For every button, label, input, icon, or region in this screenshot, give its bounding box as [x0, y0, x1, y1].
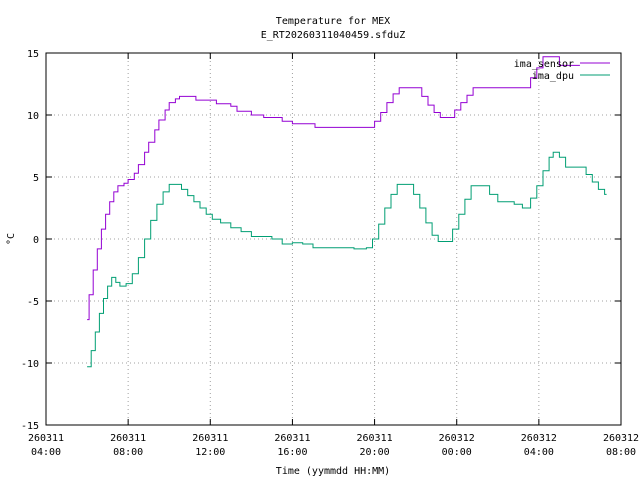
legend: ima_sensor ima_dpu [514, 59, 610, 82]
y-tick-label: 5 [33, 173, 39, 184]
x-tick-label-date: 260311 [274, 433, 310, 444]
series-line-ima-sensor [87, 56, 580, 321]
y-tick-label: 0 [33, 235, 39, 246]
x-tick-label-date: 260311 [28, 433, 64, 444]
tick-labels: -15 -10 -5 0 5 10 15 260311 04:00 260311 08:00 2603… [21, 49, 639, 458]
y-tick-label: -5 [27, 297, 39, 308]
x-tick-label-date: 260312 [521, 433, 557, 444]
tick-marks [45, 52, 622, 426]
legend-label-ima-dpu: ima_dpu [532, 71, 574, 82]
y-axis-label: °C [6, 233, 17, 245]
x-tick-label-time: 08:00 [113, 447, 143, 458]
x-tick-label-date: 260311 [192, 433, 228, 444]
x-axis-label: Time (yymmdd HH:MM) [276, 466, 390, 477]
x-tick-label-time: 04:00 [524, 447, 554, 458]
x-tick-label-date: 260311 [110, 433, 146, 444]
chart-title: Temperature for MEX [276, 16, 390, 27]
y-tick-label: 10 [27, 111, 39, 122]
series-layer [87, 56, 607, 368]
x-tick-label-time: 04:00 [31, 447, 61, 458]
grid [46, 53, 621, 425]
y-tick-label: -10 [21, 359, 39, 370]
chart-subtitle: E_RT20260311040459.sfduZ [261, 30, 406, 41]
x-tick-label-date: 260312 [439, 433, 475, 444]
series-line-ima-dpu [87, 151, 607, 368]
x-tick-label-date: 260312 [603, 433, 639, 444]
x-tick-label-time: 20:00 [360, 447, 390, 458]
y-tick-label: -15 [21, 421, 39, 432]
x-tick-label-time: 12:00 [195, 447, 225, 458]
x-tick-label-time: 08:00 [606, 447, 636, 458]
x-tick-label-time: 00:00 [442, 447, 472, 458]
x-tick-label-time: 16:00 [277, 447, 307, 458]
x-tick-label-date: 260311 [357, 433, 393, 444]
y-tick-label: 15 [27, 49, 39, 60]
legend-label-ima-sensor: ima_sensor [514, 59, 574, 70]
